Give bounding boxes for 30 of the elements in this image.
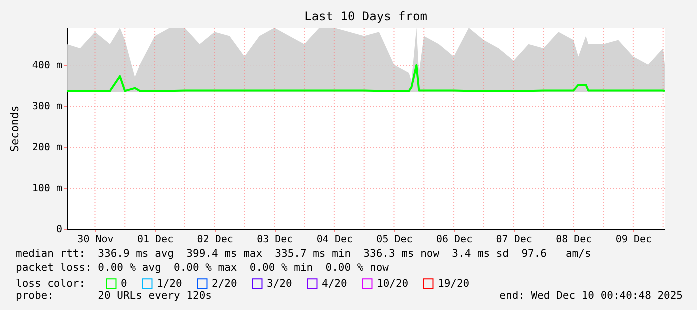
legend-label: 3/20 — [267, 278, 292, 290]
x-tick-label: 05 Dec — [376, 234, 413, 246]
text: end: Wed Dec 10 00:40:48 2025 — [500, 290, 683, 302]
line-series — [66, 64, 666, 92]
legend-label: 1/20 — [157, 278, 182, 290]
x-tick-label: 04 Dec — [316, 234, 353, 246]
x-tick-label: 01 Dec — [137, 234, 174, 246]
y-axis-title: Seconds — [8, 106, 22, 152]
x-tick-label: 03 Dec — [257, 234, 294, 246]
y-tick-label: 400 m — [32, 60, 62, 72]
legend-label: 2/20 — [212, 278, 238, 290]
y-tick-label: 100 m — [32, 183, 62, 194]
y-tick-label: 200 m — [32, 142, 62, 154]
x-tick-label: 02 Dec — [197, 234, 234, 246]
text: packet loss: 0.00 % avg 0.00 % max 0.00 % min 0.00 % now — [16, 262, 389, 274]
x-tick-label: 30 Nov — [78, 234, 114, 246]
y-tick-label: 300 m — [32, 101, 62, 112]
legend-label: 4/20 — [322, 278, 348, 290]
chart-title: Last 10 Days from — [304, 10, 428, 24]
legend-label: 0 — [121, 278, 128, 290]
legend-label: 10/20 — [377, 278, 409, 290]
text: probe: 20 URLs every 120s — [16, 290, 212, 302]
y-tick-label: 0 — [56, 224, 62, 236]
text: median rtt: 336.9 ms avg 399.4 ms max 335.7 ms min 336.3 ms now 3.4 ms sd 97.6 am/s — [16, 248, 592, 260]
legend-label: 19/20 — [438, 278, 470, 290]
x-tick-label: 07 Dec — [496, 234, 532, 246]
x-tick-label: 06 Dec — [436, 234, 473, 246]
x-tick-label: 09 Dec — [616, 234, 652, 246]
x-tick-label: 08 Dec — [556, 234, 592, 246]
legend-title: loss color: — [16, 278, 86, 290]
